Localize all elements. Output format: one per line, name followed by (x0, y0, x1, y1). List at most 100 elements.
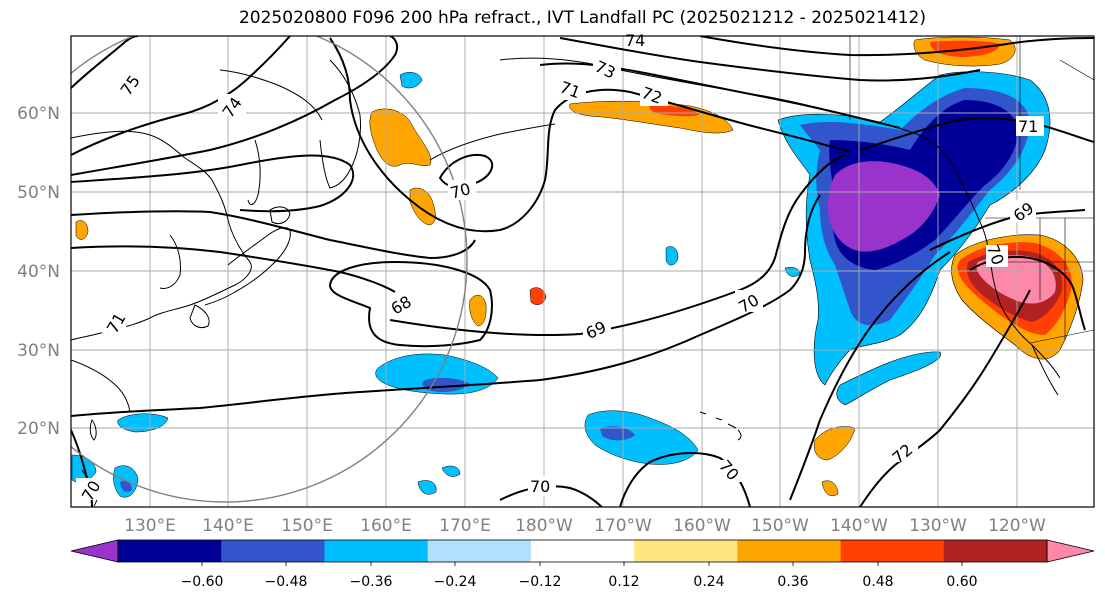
negative-small-blob-4 (441, 465, 461, 477)
contour-label: 74 (625, 31, 645, 50)
lon-label: 170°E (439, 516, 491, 536)
contour-69-coast (929, 209, 1086, 251)
lat-label-20n: 20°N (17, 419, 60, 439)
contour-label: 71 (1018, 117, 1038, 136)
colorbar-frame (117, 539, 1048, 563)
chart-title: 2025020800 F096 200 hPa refract., IVT La… (238, 8, 926, 28)
colorbar-ticks (201, 562, 963, 566)
longitude-axis: 130°E 140°E 150°E 160°E 170°E 180°W 170°… (124, 516, 1046, 536)
colorbar-segment (427, 540, 532, 562)
lon-label: 150°E (281, 516, 333, 536)
negative-west-blob (117, 413, 169, 433)
japan-kyushu (189, 304, 210, 329)
colorbar-tick-label: 0.36 (777, 574, 808, 590)
contour-north-74 (559, 37, 981, 82)
lat-label-60n: 60°N (17, 104, 60, 124)
positive-anomaly-core (976, 255, 1056, 304)
contour-72-southeast (859, 289, 1031, 507)
lon-label: 160°E (360, 516, 412, 536)
positive-kamchatka-area (369, 108, 432, 167)
colorbar: −0.60 −0.48 −0.36 −0.24 −0.12 0.12 0.24 … (70, 539, 1095, 590)
contour-73-west (71, 36, 399, 176)
lat-label-30n: 30°N (17, 341, 60, 361)
negative-small-blob-2 (399, 72, 423, 89)
lon-label: 130°E (124, 516, 176, 536)
negative-small-blob-1 (665, 246, 679, 266)
lon-label: 140°E (202, 516, 254, 536)
lat-label-50n: 50°N (17, 183, 60, 203)
colorbar-segment (118, 540, 222, 562)
map-frame (70, 35, 1095, 508)
contour-75 (71, 36, 139, 89)
map-panel: 75 74 74 73 71 72 71 70 69 70 68 69 70 (70, 31, 1095, 508)
canada-province-lines (1019, 36, 1094, 190)
negative-anomaly-core (827, 161, 940, 252)
colorbar-tick-label: −0.48 (265, 574, 308, 590)
contour-69-west (71, 245, 396, 293)
colorbar-tick-label: 0.24 (693, 574, 724, 590)
lon-label: 130°W (909, 516, 967, 536)
negative-small-blob-3 (417, 480, 437, 495)
positive-small-blob-5 (821, 480, 839, 497)
korea-coastline (159, 234, 181, 289)
contour-label: 70 (448, 179, 473, 203)
colorbar-tick-label: −0.24 (434, 574, 477, 590)
lon-label: 180°W (515, 516, 573, 536)
reference-circle (71, 36, 468, 503)
colorbar-segment (324, 540, 429, 562)
okhotsk-coast (219, 69, 323, 121)
colorbar-tick-label: −0.12 (519, 574, 562, 590)
contour-72-east (789, 251, 951, 501)
negative-sw-core (120, 480, 132, 492)
colorbar-max-extension (1046, 539, 1095, 563)
colorbar-segment (943, 540, 1048, 562)
colorbar-tick-label: −0.60 (181, 574, 224, 590)
contour-74-west (71, 36, 291, 156)
us-west-coast (989, 257, 1061, 379)
negative-hawaii-core (600, 426, 635, 441)
sakhalin (247, 139, 261, 206)
asia-coastline (71, 130, 252, 341)
colorbar-tick-label: 0.12 (608, 574, 639, 590)
contour-68 (328, 260, 493, 348)
contour-north-75 (699, 36, 1094, 57)
latitude-axis: 60°N 50°N 40°N 30°N 20°N (17, 104, 60, 439)
negative-anomaly-tail (836, 351, 941, 406)
japan-honshu (204, 227, 291, 306)
positive-small-blob-3 (75, 220, 89, 240)
contour-72-west (71, 154, 355, 213)
us-mexico-border (1029, 329, 1094, 344)
positive-aleutian-core (649, 105, 700, 117)
colorbar-segment (737, 540, 842, 562)
kamchatka (319, 59, 361, 189)
positive-small-blob-2 (529, 287, 547, 305)
contour-70-south (499, 485, 603, 507)
hawaii-islands (699, 411, 742, 441)
contour-label: 70 (530, 477, 550, 496)
negative-hawaii-area (584, 410, 699, 465)
positive-small-blob-1 (469, 294, 487, 327)
japan-hokkaido (269, 206, 291, 225)
colorbar-segment (530, 540, 635, 562)
lat-label-40n: 40°N (17, 262, 60, 282)
contour-71-east (859, 117, 1094, 151)
taiwan (89, 418, 97, 441)
lon-label: 140°W (830, 516, 888, 536)
colorbar-tick-label: 0.60 (946, 574, 977, 590)
lon-label: 160°W (673, 516, 731, 536)
lon-label: 170°W (594, 516, 652, 536)
colorbar-segment (221, 540, 325, 562)
state-lines (1005, 218, 1094, 340)
contour-70-mid (71, 194, 821, 417)
contour-71-west (71, 210, 476, 260)
colorbar-min-extension (70, 539, 119, 563)
lon-label: 120°W (988, 516, 1046, 536)
aleutian-chain (429, 123, 556, 161)
china-coast (71, 359, 131, 413)
lon-label: 150°W (751, 516, 809, 536)
contour-71-loop (329, 37, 851, 233)
colorbar-segment (840, 540, 945, 562)
borders (849, 36, 1094, 344)
colorbar-tick-label: 0.48 (862, 574, 893, 590)
